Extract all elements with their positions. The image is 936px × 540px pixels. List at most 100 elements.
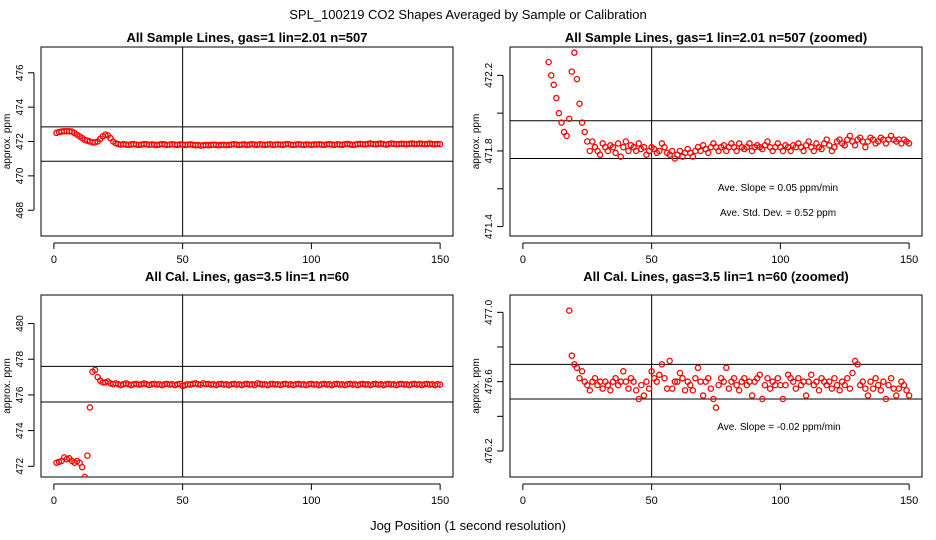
data-point	[725, 385, 733, 392]
data-point	[545, 58, 552, 66]
plot-area	[509, 46, 923, 237]
data-point	[777, 381, 784, 389]
data-point	[648, 368, 655, 375]
data-point	[599, 385, 606, 392]
data-point	[792, 385, 800, 392]
data-point	[846, 132, 854, 140]
y-tick-label: 472	[15, 458, 26, 475]
data-point	[859, 378, 867, 385]
data-point	[733, 381, 740, 389]
data-point	[890, 385, 897, 392]
data-point	[707, 385, 715, 392]
data-point	[612, 149, 619, 157]
data-point	[836, 387, 843, 394]
data-point	[563, 132, 570, 140]
data-point	[81, 473, 89, 477]
data-point	[851, 142, 859, 149]
y-tick-label: 474	[15, 98, 26, 115]
data-point	[632, 387, 640, 394]
data-point	[846, 385, 854, 392]
data-point	[617, 153, 624, 160]
data-point	[436, 140, 444, 148]
plot-area	[40, 294, 454, 478]
data-point	[609, 143, 617, 151]
x-tick-label: 50	[646, 254, 658, 266]
data-point	[687, 381, 694, 389]
data-point	[661, 374, 668, 382]
data-point	[607, 387, 614, 394]
data-point	[808, 371, 815, 378]
x-tick-label: 100	[771, 495, 789, 507]
data-point	[625, 147, 632, 155]
panel-title: All Cal. Lines, gas=3.5 lin=1 n=60 (zoom…	[583, 269, 849, 284]
data-point	[844, 374, 851, 382]
data-point	[761, 381, 769, 389]
data-point	[867, 378, 874, 385]
data-point	[586, 147, 594, 155]
data-point	[733, 147, 740, 155]
data-point	[661, 143, 668, 151]
x-tick-label: 0	[51, 254, 57, 266]
data-point	[787, 147, 794, 155]
data-point	[712, 404, 720, 411]
data-point	[905, 392, 913, 399]
data-point	[668, 385, 676, 392]
figure-title: SPL_100219 CO2 Shapes Averaged by Sample…	[289, 7, 647, 22]
data-point	[663, 385, 671, 392]
data-point	[887, 374, 895, 382]
data-point	[568, 352, 576, 359]
y-tick-label: 472.2	[484, 62, 495, 87]
panel-annotation: Ave. Slope = 0.05 ppm/min	[718, 183, 838, 194]
data-point	[573, 364, 581, 372]
data-point	[905, 140, 913, 147]
data-point	[805, 138, 812, 145]
x-tick-label: 100	[302, 254, 320, 266]
data-point	[720, 378, 727, 385]
chart-panel-4: All Cal. Lines, gas=3.5 lin=1 n=60 (zoom…	[471, 269, 923, 507]
data-point	[862, 385, 869, 392]
data-point	[645, 385, 653, 392]
data-point	[640, 143, 648, 151]
figure-xlabel: Jog Position (1 second resolution)	[370, 518, 566, 533]
data-point	[766, 385, 774, 392]
data-point	[584, 138, 591, 145]
data-series	[565, 307, 913, 411]
data-point	[622, 138, 630, 145]
data-point	[831, 374, 838, 382]
panel-title: All Sample Lines, gas=1 lin=2.01 n=507	[127, 30, 368, 45]
data-point	[862, 143, 869, 151]
y-tick-label: 476.6	[484, 369, 495, 394]
data-point	[568, 68, 576, 75]
y-tick-label: 474	[15, 422, 26, 439]
data-point	[581, 128, 588, 136]
data-point	[658, 361, 666, 368]
data-point	[854, 361, 861, 368]
data-point	[679, 374, 686, 382]
data-point	[630, 378, 637, 385]
data-point	[874, 381, 882, 389]
y-tick-label: 480	[15, 315, 26, 332]
y-tick-label: 476	[15, 386, 26, 403]
data-point	[779, 147, 787, 155]
data-point	[640, 392, 648, 399]
data-point	[689, 153, 697, 160]
data-point	[434, 140, 441, 148]
y-tick-label: 476.2	[484, 438, 495, 463]
plot-area	[509, 294, 923, 478]
data-point	[805, 378, 812, 385]
data-point	[710, 395, 717, 403]
data-point	[643, 378, 650, 385]
data-point	[903, 387, 910, 394]
data-point	[774, 374, 782, 382]
data-point	[723, 364, 730, 372]
data-point	[589, 138, 596, 145]
data-point	[635, 395, 643, 403]
data-point	[692, 374, 699, 382]
x-tick-label: 100	[302, 495, 320, 507]
data-point	[578, 119, 586, 126]
data-point	[813, 378, 820, 385]
data-point	[746, 140, 753, 147]
data-point	[880, 378, 887, 385]
data-point	[697, 378, 704, 385]
